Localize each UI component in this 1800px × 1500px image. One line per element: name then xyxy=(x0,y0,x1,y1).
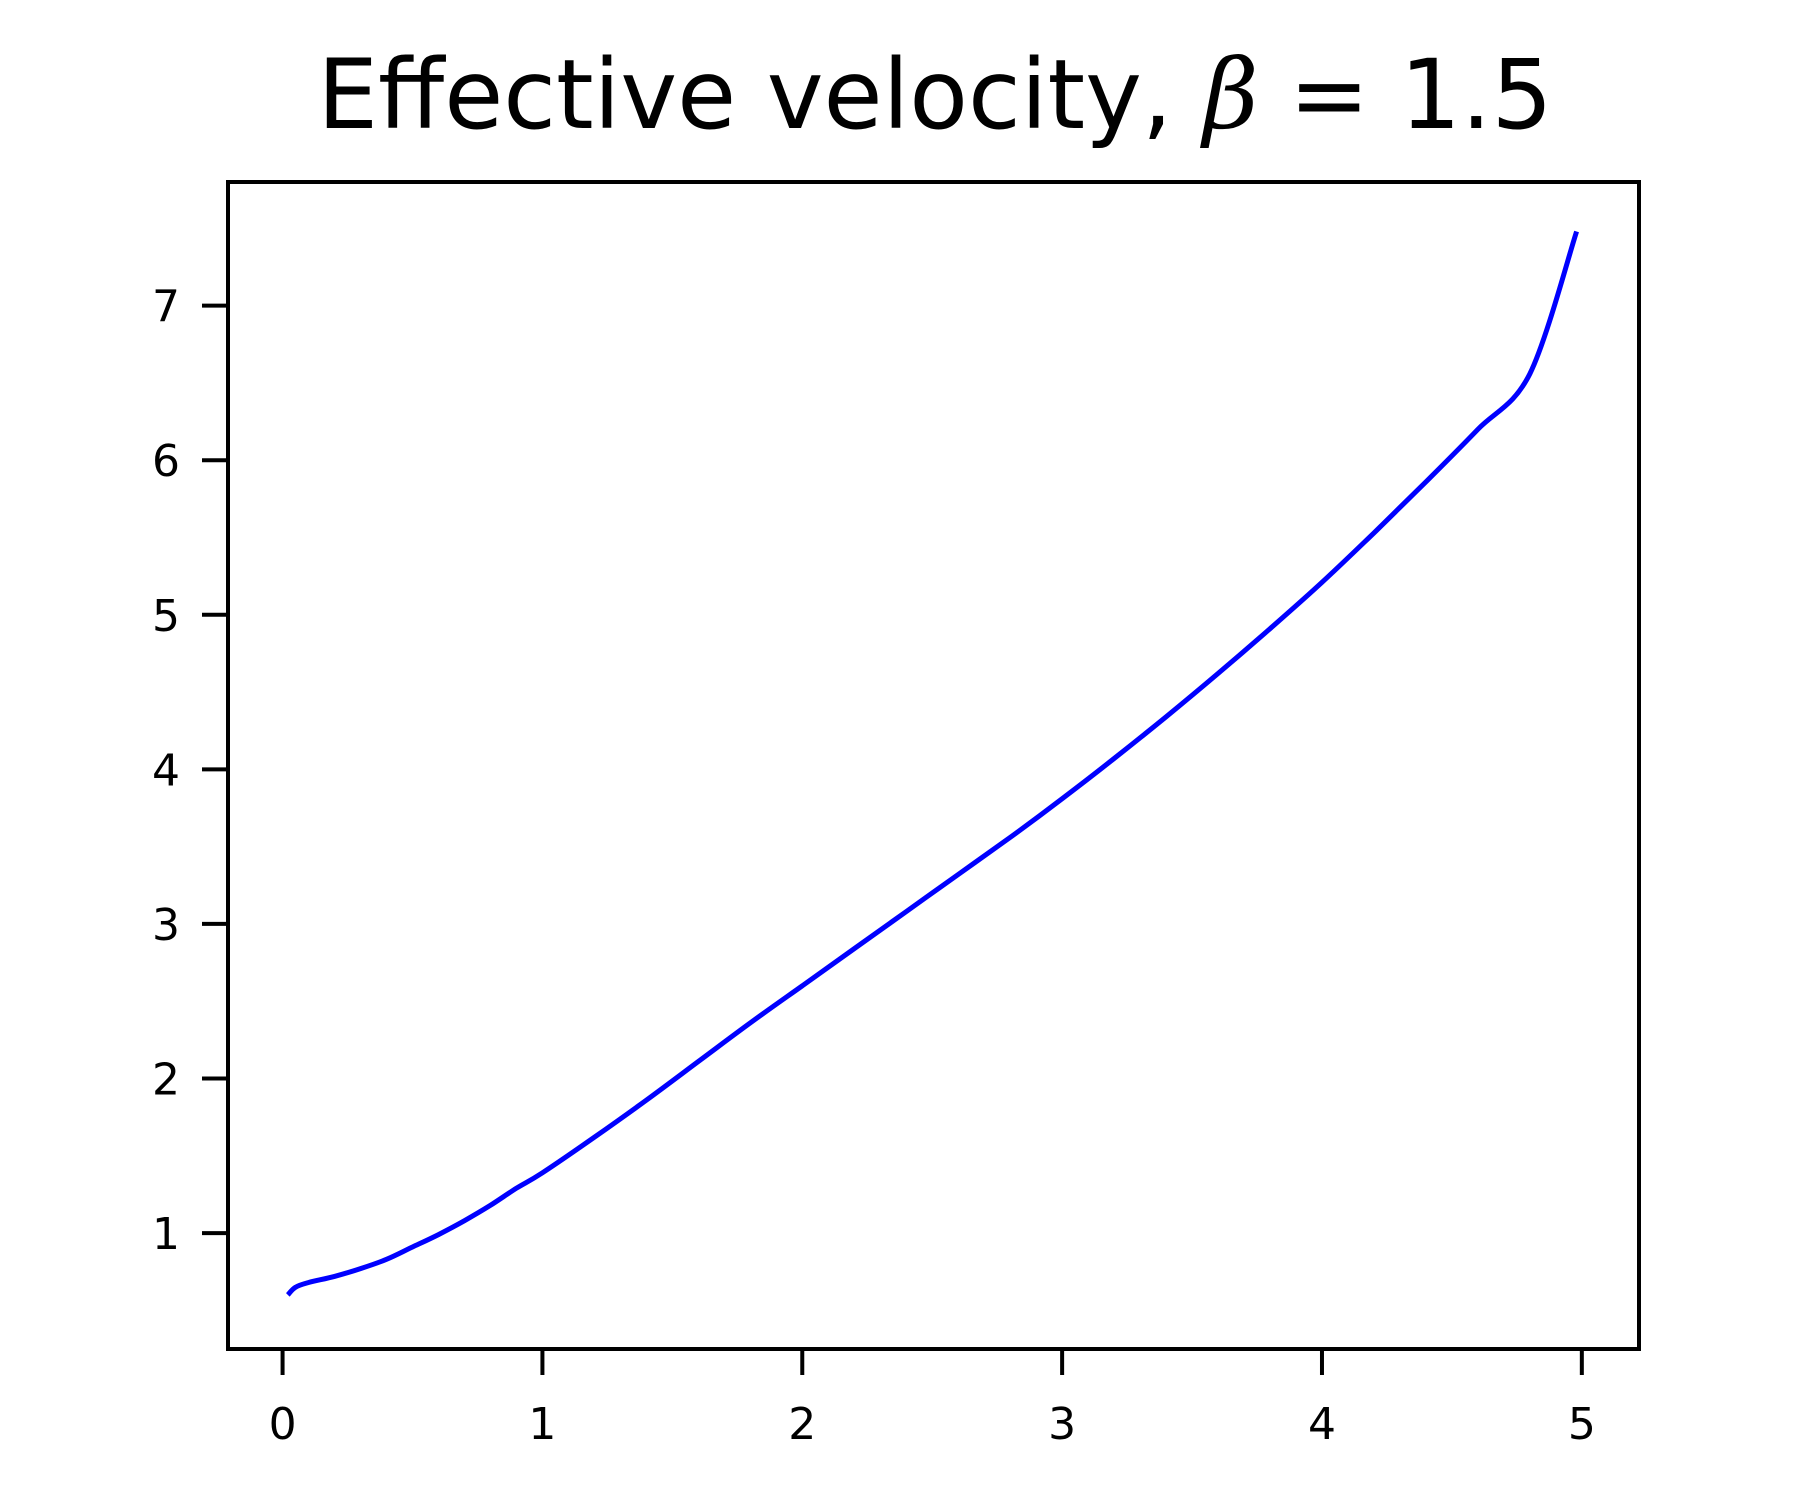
x-tick-label: 1 xyxy=(528,1399,556,1450)
plot-area xyxy=(285,230,1579,1297)
x-tick-label: 0 xyxy=(269,1399,297,1450)
y-tick-label: 5 xyxy=(152,591,180,642)
y-tick-label: 4 xyxy=(152,745,180,796)
x-tick-label: 2 xyxy=(788,1399,816,1450)
axes-frame xyxy=(226,180,1641,1351)
x-tick-label: 5 xyxy=(1568,1399,1596,1450)
y-tick-label: 7 xyxy=(152,282,180,333)
y-tick-label: 6 xyxy=(152,436,180,487)
y-tick-label: 2 xyxy=(152,1055,180,1106)
y-tick-label: 1 xyxy=(152,1209,180,1260)
series-line-0 xyxy=(285,230,1579,1297)
y-axis: 1 2 3 4 5 6 7 xyxy=(152,282,228,1260)
chart-title-symbol: β xyxy=(1200,39,1259,151)
x-axis: 0 1 2 3 4 5 xyxy=(269,1349,1596,1450)
chart-title-text: Effective velocity, xyxy=(317,39,1203,151)
chart-title-value: = 1.5 xyxy=(1258,39,1552,151)
x-tick-label: 4 xyxy=(1308,1399,1336,1450)
y-tick-label: 3 xyxy=(152,900,180,951)
chart-title: Effective velocity, β = 1.5 xyxy=(317,39,1552,151)
x-tick-label: 3 xyxy=(1048,1399,1076,1450)
